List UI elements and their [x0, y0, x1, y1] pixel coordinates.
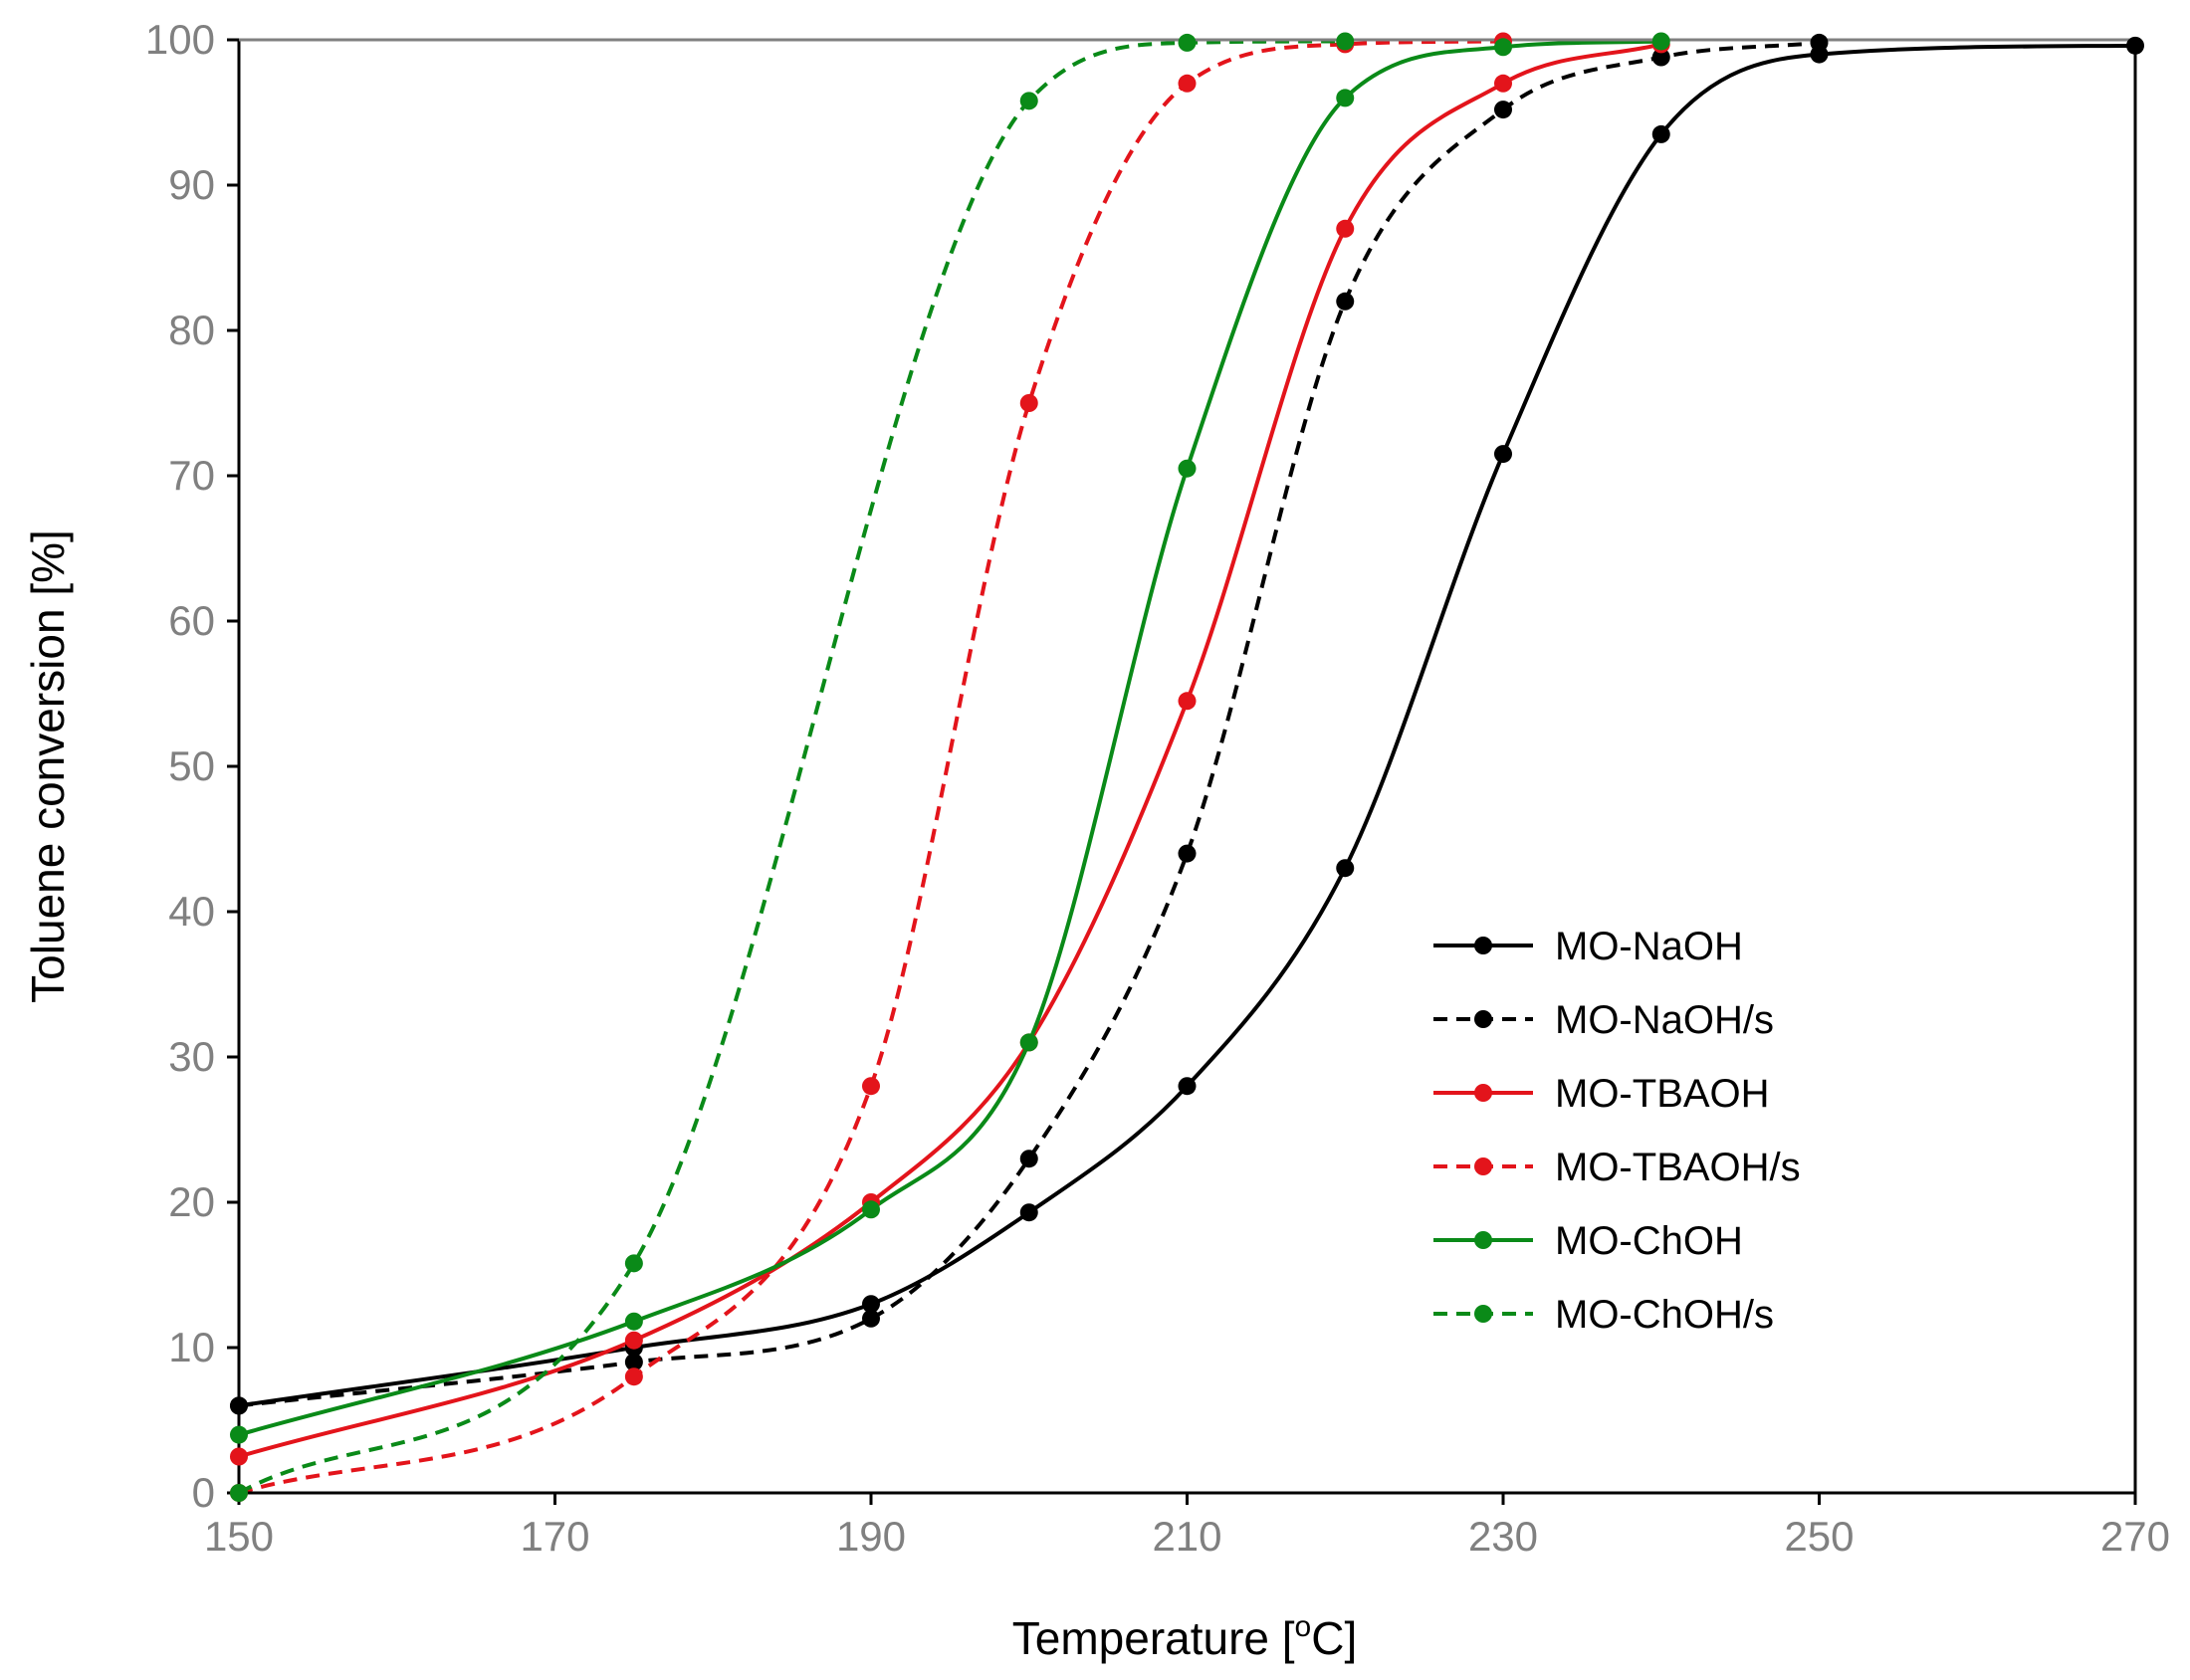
legend-marker [1474, 937, 1492, 954]
data-point [1019, 92, 1038, 110]
data-point [1336, 859, 1355, 878]
y-tick-label: 0 [192, 1469, 215, 1516]
data-point [624, 1312, 643, 1331]
x-tick-label: 230 [1468, 1513, 1538, 1560]
data-point [230, 1447, 248, 1466]
data-point [230, 1396, 248, 1415]
data-point [1494, 101, 1512, 119]
data-point [1178, 844, 1197, 863]
legend-marker [1474, 1157, 1492, 1175]
series-line-mo-choh-s [238, 39, 1346, 1495]
points-layer [230, 32, 2144, 1502]
y-tick-label: 60 [168, 597, 215, 644]
legend-label: MO-TBAOH/s [1555, 1146, 1801, 1189]
data-point [862, 1200, 880, 1219]
data-point [1651, 124, 1670, 143]
data-point [1178, 33, 1197, 52]
x-tick-label: 250 [1784, 1513, 1854, 1560]
legend-label: MO-TBAOH [1555, 1072, 1770, 1116]
data-point [1810, 33, 1829, 52]
data-point [624, 1353, 643, 1371]
legend-marker [1474, 1010, 1492, 1028]
data-point [1651, 48, 1670, 67]
data-point [1019, 394, 1038, 412]
series-layer [238, 39, 2136, 1495]
data-point [230, 1484, 248, 1502]
data-point [1651, 32, 1670, 51]
x-tick-label: 190 [836, 1513, 906, 1560]
x-tick-label: 170 [520, 1513, 589, 1560]
data-point [1178, 74, 1197, 93]
plot-frame [237, 38, 2137, 1495]
y-tick-label: 10 [168, 1324, 215, 1370]
data-point [1019, 1033, 1038, 1052]
y-axis: 0 10 20 30 40 50 60 70 80 90 100 [145, 16, 239, 1516]
data-point [230, 1425, 248, 1444]
data-point [1494, 445, 1512, 464]
legend-label: MO-NaOH [1555, 925, 1743, 968]
x-axis-title: Temperature [oC] [1012, 1610, 1357, 1664]
legend-marker [1474, 1084, 1492, 1102]
legend-marker [1474, 1305, 1492, 1323]
legend-marker [1474, 1231, 1492, 1249]
data-point [1019, 1150, 1038, 1168]
data-point [624, 1254, 643, 1273]
series-line-mo-tbaoh-s [238, 39, 1504, 1495]
x-tick-label: 270 [2100, 1513, 2170, 1560]
y-tick-label: 40 [168, 888, 215, 935]
data-point [1178, 459, 1197, 478]
x-tick-label: 210 [1152, 1513, 1221, 1560]
data-point [862, 1309, 880, 1328]
series-line-mo-choh [238, 39, 1661, 1437]
y-tick-label: 30 [168, 1033, 215, 1080]
series-line-mo-naoh-s [238, 40, 1820, 1408]
y-tick-label: 70 [168, 452, 215, 499]
y-tick-label: 100 [145, 16, 215, 63]
data-point [1178, 1077, 1197, 1096]
legend-label: MO-NaOH/s [1555, 998, 1774, 1042]
legend-label: MO-ChOH [1555, 1219, 1743, 1263]
data-point [1336, 219, 1355, 238]
y-tick-label: 20 [168, 1178, 215, 1225]
data-point [2126, 36, 2144, 55]
x-tick-label: 150 [204, 1513, 274, 1560]
data-point [1494, 38, 1512, 57]
data-point [1178, 692, 1197, 711]
y-tick-label: 80 [168, 307, 215, 353]
data-point [1336, 32, 1355, 51]
legend: MO-NaOH MO-NaOH/s MO-TBAOH MO-TBAOH/s MO-ChO… [1433, 925, 1801, 1337]
data-point [1494, 74, 1512, 93]
data-point [624, 1331, 643, 1350]
y-tick-label: 90 [168, 161, 215, 208]
y-tick-label: 50 [168, 742, 215, 789]
data-point [624, 1367, 643, 1386]
y-axis-title: Toluene conversion [%] [22, 529, 74, 1003]
data-point [1336, 89, 1355, 107]
data-point [862, 1295, 880, 1314]
data-point [1019, 1203, 1038, 1222]
data-point [862, 1077, 880, 1096]
x-axis: 150 170 190 210 230 250 270 [204, 1493, 2170, 1560]
data-point [1336, 292, 1355, 311]
series-line-mo-naoh [238, 43, 2136, 1408]
legend-label: MO-ChOH/s [1555, 1293, 1774, 1337]
